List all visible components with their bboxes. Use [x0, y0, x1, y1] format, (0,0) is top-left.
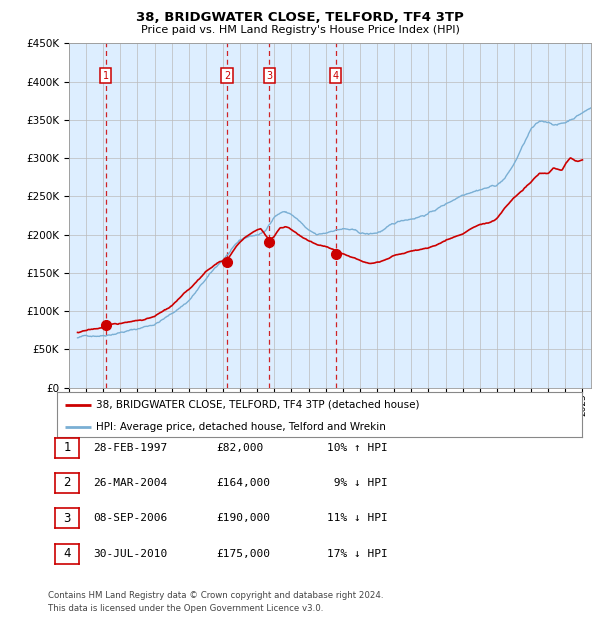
Text: 4: 4 [64, 547, 71, 560]
Text: 2: 2 [224, 71, 230, 81]
Text: HPI: Average price, detached house, Telford and Wrekin: HPI: Average price, detached house, Telf… [97, 422, 386, 432]
Text: £164,000: £164,000 [216, 478, 270, 488]
Text: £190,000: £190,000 [216, 513, 270, 523]
Text: Contains HM Land Registry data © Crown copyright and database right 2024.: Contains HM Land Registry data © Crown c… [48, 591, 383, 600]
Text: 30-JUL-2010: 30-JUL-2010 [93, 549, 167, 559]
Text: 4: 4 [332, 71, 339, 81]
Text: 3: 3 [266, 71, 272, 81]
Text: 38, BRIDGWATER CLOSE, TELFORD, TF4 3TP: 38, BRIDGWATER CLOSE, TELFORD, TF4 3TP [136, 11, 464, 24]
Text: 1: 1 [64, 441, 71, 454]
Text: 08-SEP-2006: 08-SEP-2006 [93, 513, 167, 523]
Text: 26-MAR-2004: 26-MAR-2004 [93, 478, 167, 488]
Text: 38, BRIDGWATER CLOSE, TELFORD, TF4 3TP (detached house): 38, BRIDGWATER CLOSE, TELFORD, TF4 3TP (… [97, 399, 420, 410]
Text: Price paid vs. HM Land Registry's House Price Index (HPI): Price paid vs. HM Land Registry's House … [140, 25, 460, 35]
Text: £175,000: £175,000 [216, 549, 270, 559]
Text: £82,000: £82,000 [216, 443, 263, 453]
Text: 10% ↑ HPI: 10% ↑ HPI [327, 443, 388, 453]
Text: 17% ↓ HPI: 17% ↓ HPI [327, 549, 388, 559]
Text: 1: 1 [103, 71, 109, 81]
Text: 9% ↓ HPI: 9% ↓ HPI [327, 478, 388, 488]
Text: 3: 3 [64, 512, 71, 525]
Text: This data is licensed under the Open Government Licence v3.0.: This data is licensed under the Open Gov… [48, 604, 323, 613]
Text: 2: 2 [64, 477, 71, 489]
Text: 11% ↓ HPI: 11% ↓ HPI [327, 513, 388, 523]
Text: 28-FEB-1997: 28-FEB-1997 [93, 443, 167, 453]
